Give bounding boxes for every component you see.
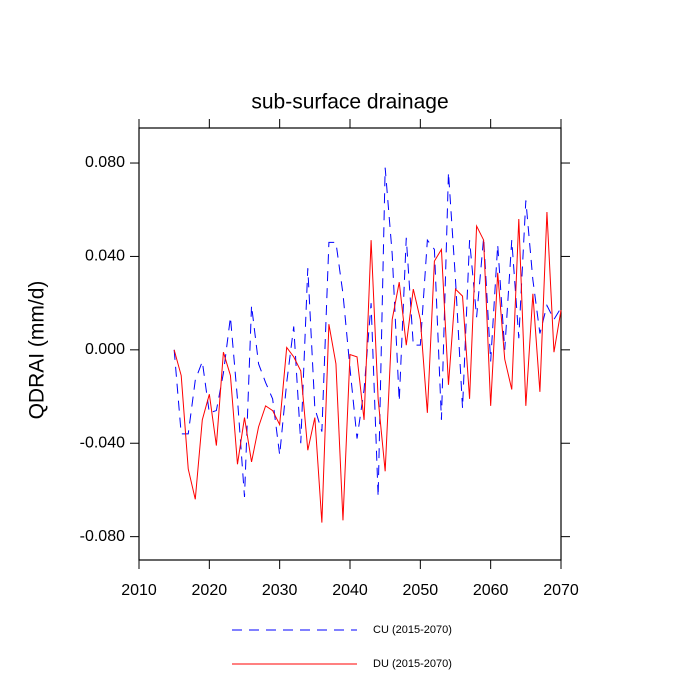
data-line (173, 167, 562, 497)
legend-label: CU (2015-2070) (373, 624, 452, 636)
plot-frame (138, 127, 562, 561)
y-tick-label: -0.080 (80, 528, 125, 545)
y-tick-label: 0.040 (85, 248, 125, 265)
chart-title: sub-surface drainage (251, 91, 448, 114)
y-tick-label: -0.040 (80, 434, 125, 451)
x-tick-label: 2070 (543, 582, 579, 599)
x-tick-label: 2030 (262, 582, 298, 599)
data-line (173, 212, 562, 523)
y-tick-label: 0.080 (85, 154, 125, 171)
x-tick-label: 2040 (332, 582, 368, 599)
x-tick-label: 2060 (473, 582, 509, 599)
x-tick-label: 2050 (403, 582, 439, 599)
y-tick-label: 0.000 (85, 341, 125, 358)
legend-label: DU (2015-2070) (373, 658, 452, 670)
x-tick-label: 2020 (192, 582, 228, 599)
y-axis-label: QDRAI (mm/d) (26, 281, 49, 420)
x-tick-label: 2010 (121, 582, 157, 599)
